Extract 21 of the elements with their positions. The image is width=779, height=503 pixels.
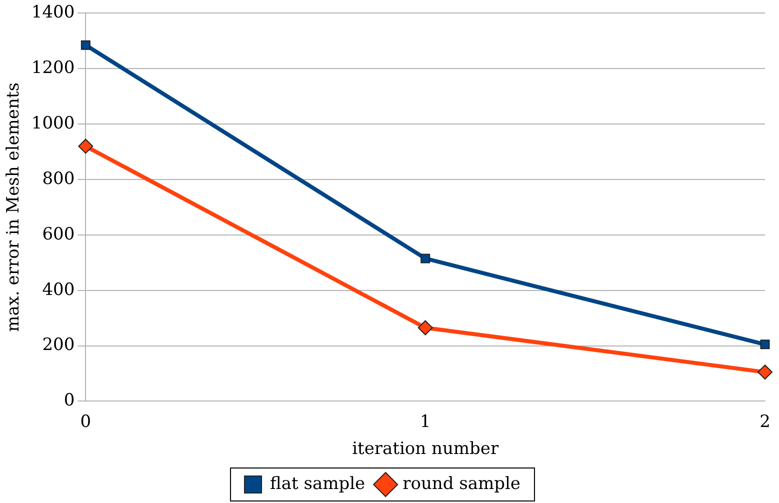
y-tick-label: 1000 xyxy=(31,113,75,134)
y-tick-label: 1400 xyxy=(31,2,75,23)
point xyxy=(418,320,433,336)
y-tick-label: 600 xyxy=(42,224,75,244)
x-tick-label: 1 xyxy=(420,412,431,432)
y-tick-label: 0 xyxy=(64,390,75,411)
point xyxy=(760,340,770,350)
legend-label: round sample xyxy=(402,474,520,494)
point xyxy=(80,40,90,50)
point xyxy=(420,254,430,264)
legend-label: flat sample xyxy=(270,474,366,494)
y-tick-label: 200 xyxy=(42,335,75,356)
point xyxy=(78,138,94,154)
y-axis-title: max. error in Mesh elements xyxy=(4,82,24,332)
x-tick-label: 0 xyxy=(80,412,92,432)
point xyxy=(758,364,772,380)
y-tick-label: 1200 xyxy=(31,58,75,78)
y-tick-label: 400 xyxy=(42,280,75,300)
x-tick-label: 2 xyxy=(760,412,770,432)
x-axis-title: iteration number xyxy=(352,439,500,460)
y-tick-label: 800 xyxy=(42,168,75,189)
